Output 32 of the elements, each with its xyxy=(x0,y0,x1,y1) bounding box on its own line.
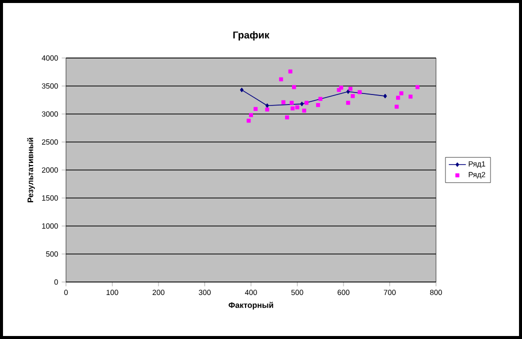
point xyxy=(281,100,286,104)
point xyxy=(254,106,258,111)
point xyxy=(350,94,355,98)
point xyxy=(295,105,300,110)
point xyxy=(279,77,284,82)
point xyxy=(265,103,269,108)
point xyxy=(316,103,320,108)
point xyxy=(249,113,253,118)
chart-title: График xyxy=(233,31,270,40)
point xyxy=(346,100,350,105)
point xyxy=(339,86,344,90)
point xyxy=(240,88,244,92)
point xyxy=(292,85,296,90)
point xyxy=(346,89,350,94)
point xyxy=(318,96,322,101)
point xyxy=(290,100,294,105)
point xyxy=(399,91,404,96)
point xyxy=(304,100,308,105)
point xyxy=(302,108,306,113)
point xyxy=(358,90,362,94)
point xyxy=(265,108,270,112)
point xyxy=(416,85,420,90)
point xyxy=(383,94,387,98)
point xyxy=(285,115,290,120)
point xyxy=(246,118,251,123)
point xyxy=(290,106,295,110)
point xyxy=(408,94,413,99)
point xyxy=(348,86,352,91)
point xyxy=(394,104,399,109)
point xyxy=(300,102,304,106)
point xyxy=(396,96,400,100)
point xyxy=(288,69,292,74)
